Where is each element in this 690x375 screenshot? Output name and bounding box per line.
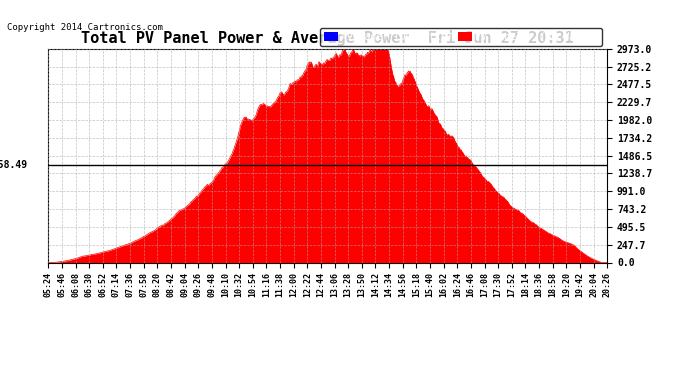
Text: 1358.49: 1358.49 — [0, 160, 27, 170]
Title: Total PV Panel Power & Average Power  Fri Jun 27 20:31: Total PV Panel Power & Average Power Fri… — [81, 30, 574, 46]
Text: Copyright 2014 Cartronics.com: Copyright 2014 Cartronics.com — [7, 23, 163, 32]
Legend: Average  (DC Watts), PV Panels  (DC Watts): Average (DC Watts), PV Panels (DC Watts) — [319, 28, 602, 46]
